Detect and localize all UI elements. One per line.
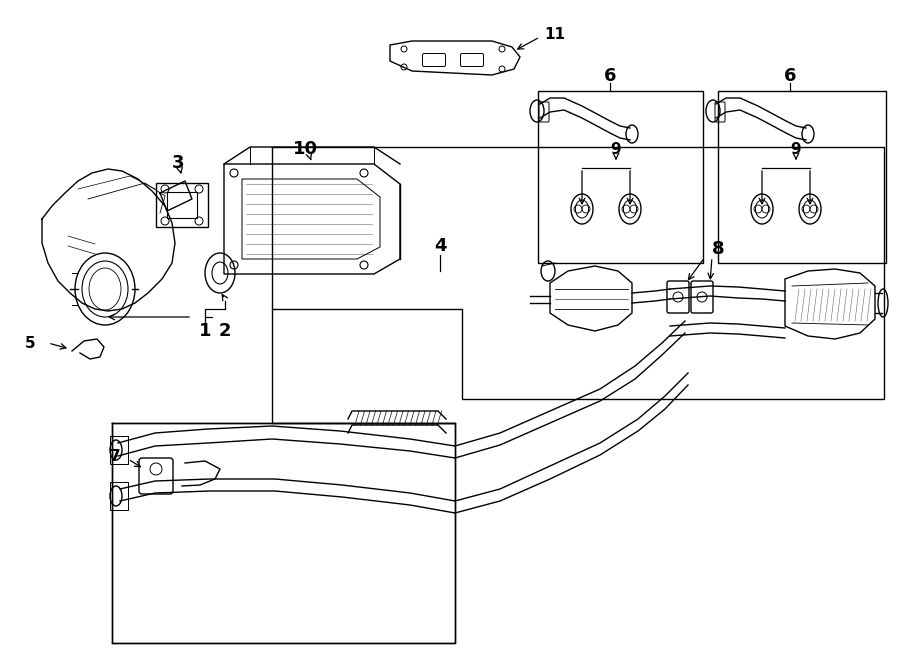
Text: 8: 8 [712,240,724,258]
Text: 10: 10 [292,140,318,158]
Text: 4: 4 [434,237,446,255]
Text: 9: 9 [791,141,801,157]
Text: 6: 6 [784,67,796,85]
Text: 1: 1 [199,322,212,340]
Text: 6: 6 [604,67,617,85]
Text: 3: 3 [172,154,184,172]
Text: 5: 5 [24,336,35,350]
Text: 2: 2 [219,322,231,340]
Text: 9: 9 [611,141,621,157]
Text: 11: 11 [544,26,565,42]
Bar [538,91,703,263]
Text: 7: 7 [110,449,121,463]
Bar [718,91,886,263]
